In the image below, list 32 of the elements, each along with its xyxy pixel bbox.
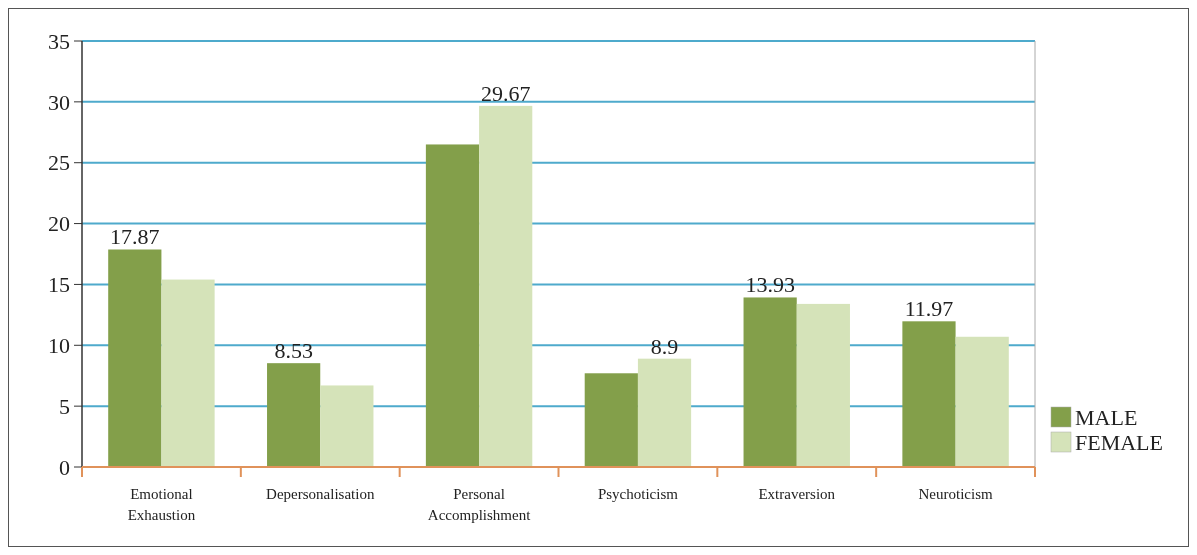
x-tick-label: Depersonalisation [266,486,375,502]
y-tick-label: 25 [48,150,70,176]
bar [796,303,850,467]
bar [902,321,956,467]
x-tick-label: Emotional Exhaustion [127,486,196,523]
bar [479,105,533,467]
x-tick-label: Psychoticism [597,486,679,502]
bar [108,249,162,467]
data-label: 29.67 [480,80,531,106]
x-tick-label: Personal Accomplishment [427,486,532,523]
data-label: 11.97 [904,296,954,322]
y-tick-label: 10 [48,332,70,358]
y-tick-label: 5 [59,393,70,419]
bar [955,336,1009,467]
x-tick-label: Neuroticism [918,486,993,502]
x-tick-label: Extraversion [758,486,836,502]
bar [320,385,374,467]
bar [161,279,215,467]
bar [425,144,480,467]
bar [267,363,321,467]
bar [743,297,797,467]
bar [637,358,692,467]
data-label: 8.53 [274,338,313,364]
legend-label: MALE [1075,404,1138,430]
y-tick-label: 30 [48,89,70,115]
legend-label: FEMALE [1075,429,1163,455]
y-tick-label: 20 [48,211,70,237]
y-tick-label: 15 [48,272,70,298]
y-tick-label: 35 [48,28,70,54]
data-label: 17.87 [110,224,160,250]
y-tick-label: 0 [59,454,70,480]
bar [584,373,638,467]
